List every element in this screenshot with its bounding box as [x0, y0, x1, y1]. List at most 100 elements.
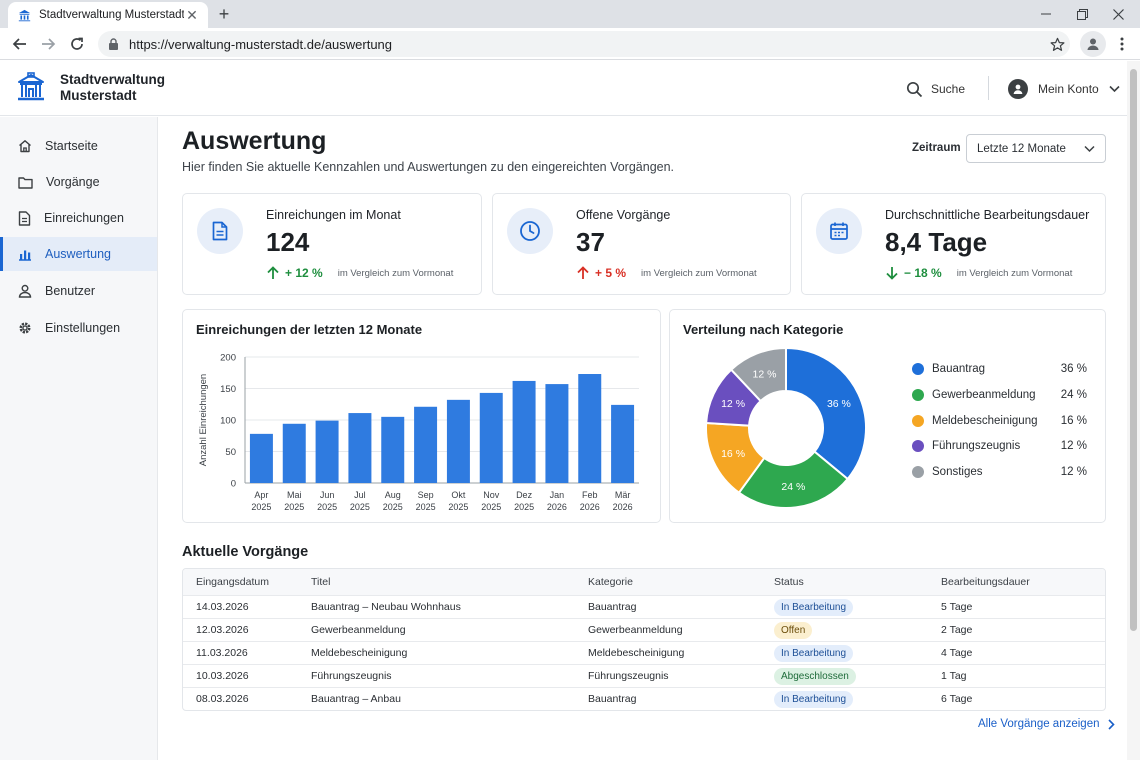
bookmark-star-icon[interactable]: [1044, 37, 1070, 52]
account-menu-button[interactable]: Mein Konto: [1008, 77, 1120, 101]
table-row[interactable]: 10.03.2026 Führungszeugnis Führungszeugn…: [183, 664, 1105, 687]
x-tick-label-month: Jun: [320, 490, 335, 500]
sidebar-item-label: Startseite: [45, 139, 98, 153]
column-header-date[interactable]: Eingangsdatum: [196, 576, 269, 588]
donut-slice: [729, 346, 787, 403]
bar-chart-card: Einreichungen der letzten 12 Monate 0 50 1…: [182, 309, 661, 523]
cell-duration: 1 Tag: [941, 670, 967, 682]
browser-tab-strip: Stadtverwaltung Musterstadt ✕ +: [0, 0, 1140, 28]
legend-item: Bauantrag 36 %: [912, 361, 1087, 377]
status-badge: In Bearbeitung: [774, 690, 854, 708]
kpi-trend: + 12 % im Vergleich zum Vormonat: [266, 266, 453, 280]
legend-value: 16 %: [1060, 414, 1087, 427]
legend-swatch: [912, 414, 924, 427]
sidebar-item-einstellungen[interactable]: Einstellungen: [0, 311, 157, 345]
cell-title: Meldebescheinigung: [311, 647, 408, 659]
bar-chart-icon: [19, 250, 31, 261]
table-row[interactable]: 11.03.2026 Meldebescheinigung Meldebesch…: [183, 641, 1105, 664]
browser-profile-icon[interactable]: [1080, 31, 1106, 57]
x-tick-label-month: Sep: [418, 490, 434, 500]
back-arrow-icon[interactable]: [6, 28, 34, 60]
column-header-status[interactable]: Status: [774, 576, 804, 588]
legend-name: Meldebescheinigung: [932, 414, 1038, 427]
x-tick-label-month: Jan: [550, 490, 565, 500]
y-tick-label: 50: [225, 447, 236, 458]
clock-icon: [520, 221, 540, 241]
legend-swatch: [912, 388, 924, 401]
sidebar-item-benutzer[interactable]: Benutzer: [0, 274, 157, 308]
search-button[interactable]: Suche: [906, 77, 965, 101]
brand-line-2: Musterstadt: [60, 88, 137, 103]
x-tick-label-month: Dez: [516, 490, 533, 500]
calendar-icon: [830, 222, 848, 240]
cell-status: In Bearbeitung: [774, 688, 854, 710]
recent-cases-title: Aktuelle Vorgänge: [182, 544, 309, 560]
status-badge: In Bearbeitung: [774, 598, 854, 616]
sidebar-item-startseite[interactable]: Startseite: [0, 129, 157, 163]
browser-toolbar: https://verwaltung-musterstadt.de/auswer…: [0, 28, 1140, 60]
sidebar-item-label: Vorgänge: [46, 175, 100, 189]
city-hall-logo-icon[interactable]: [16, 72, 46, 102]
close-tab-icon[interactable]: ✕: [186, 6, 198, 23]
brand-name[interactable]: Stadtverwaltung Musterstadt: [60, 72, 165, 104]
x-tick-label-month: Mai: [287, 490, 302, 500]
x-tick-label-month: Okt: [451, 490, 466, 500]
kpi-icon-circle: [816, 208, 862, 254]
sidebar-item-label: Benutzer: [45, 284, 96, 298]
cell-date: 12.03.2026: [196, 624, 249, 636]
sidebar-item-auswertung[interactable]: Auswertung: [0, 237, 157, 271]
y-tick-label: 200: [220, 353, 236, 364]
kpi-value: 37: [576, 227, 605, 257]
sidebar-item-einreichungen[interactable]: Einreichungen: [0, 201, 157, 235]
cell-duration: 4 Tage: [941, 647, 973, 659]
arrow-down-icon: [886, 267, 898, 280]
table-row[interactable]: 12.03.2026 Gewerbeanmeldung Gewerbeanmel…: [183, 618, 1105, 641]
period-select[interactable]: Letzte 12 Monate: [966, 134, 1106, 163]
browser-menu-icon[interactable]: [1112, 31, 1132, 57]
kpi-label: Offene Vorgänge: [576, 208, 671, 222]
column-header-category[interactable]: Kategorie: [588, 576, 633, 588]
browser-tab[interactable]: Stadtverwaltung Musterstadt ✕: [8, 2, 208, 28]
scrollbar-thumb[interactable]: [1130, 69, 1137, 631]
cell-title: Führungszeugnis: [311, 670, 392, 682]
legend-swatch: [912, 466, 924, 479]
all-cases-link[interactable]: Alle Vorgänge anzeigen: [978, 718, 1115, 730]
new-tab-button[interactable]: +: [218, 4, 230, 24]
chevron-down-icon: [1084, 145, 1095, 152]
x-tick-label-month: Nov: [483, 490, 500, 500]
kpi-trend: − 18 % im Vergleich zum Vormonat: [885, 266, 1072, 280]
tab-title: Stadtverwaltung Musterstadt: [39, 9, 184, 21]
reload-icon[interactable]: [63, 28, 91, 60]
x-tick-label-year: 2025: [416, 502, 436, 512]
forward-arrow-icon[interactable]: [34, 28, 62, 60]
address-bar[interactable]: https://verwaltung-musterstadt.de/auswer…: [98, 31, 1070, 57]
close-window-icon[interactable]: [1100, 0, 1136, 28]
cell-date: 08.03.2026: [196, 693, 249, 705]
donut-chart: 36 % 24 % 16 % 12 % 12 %: [705, 346, 867, 509]
x-tick-label-year: 2026: [613, 502, 633, 512]
page-scrollbar[interactable]: [1127, 61, 1140, 760]
kpi-comparison: im Vergleich zum Vormonat: [337, 267, 454, 279]
cell-category: Bauantrag: [588, 601, 637, 613]
table-row[interactable]: 14.03.2026 Bauantrag – Neubau Wohnhaus B…: [183, 595, 1105, 618]
cell-category: Führungszeugnis: [588, 670, 669, 682]
cell-category: Gewerbeanmeldung: [588, 624, 683, 636]
minimize-window-icon[interactable]: [1028, 0, 1064, 28]
sidebar: Startseite Vorgänge Einreichungen Auswer…: [0, 117, 158, 760]
chevron-right-icon: [1107, 718, 1115, 730]
bar: [348, 413, 372, 483]
column-header-duration[interactable]: Bearbeitungsdauer: [941, 576, 1030, 588]
restore-window-icon[interactable]: [1064, 0, 1100, 28]
x-tick-label-year: 2026: [547, 502, 567, 512]
column-header-title[interactable]: Titel: [311, 576, 331, 588]
chevron-down-icon: [1109, 85, 1120, 93]
legend-swatch: [912, 440, 924, 453]
bar: [381, 416, 405, 483]
legend-name: Führungszeugnis: [932, 440, 1021, 453]
cell-duration: 5 Tage: [941, 601, 973, 613]
bar: [512, 380, 536, 483]
legend-item: Führungszeugnis 12 %: [912, 438, 1087, 454]
sidebar-item-vorgaenge[interactable]: Vorgänge: [0, 165, 157, 199]
table-row[interactable]: 08.03.2026 Bauantrag – Anbau Bauantrag I…: [183, 687, 1105, 710]
kpi-delta: + 5 %: [595, 266, 627, 280]
